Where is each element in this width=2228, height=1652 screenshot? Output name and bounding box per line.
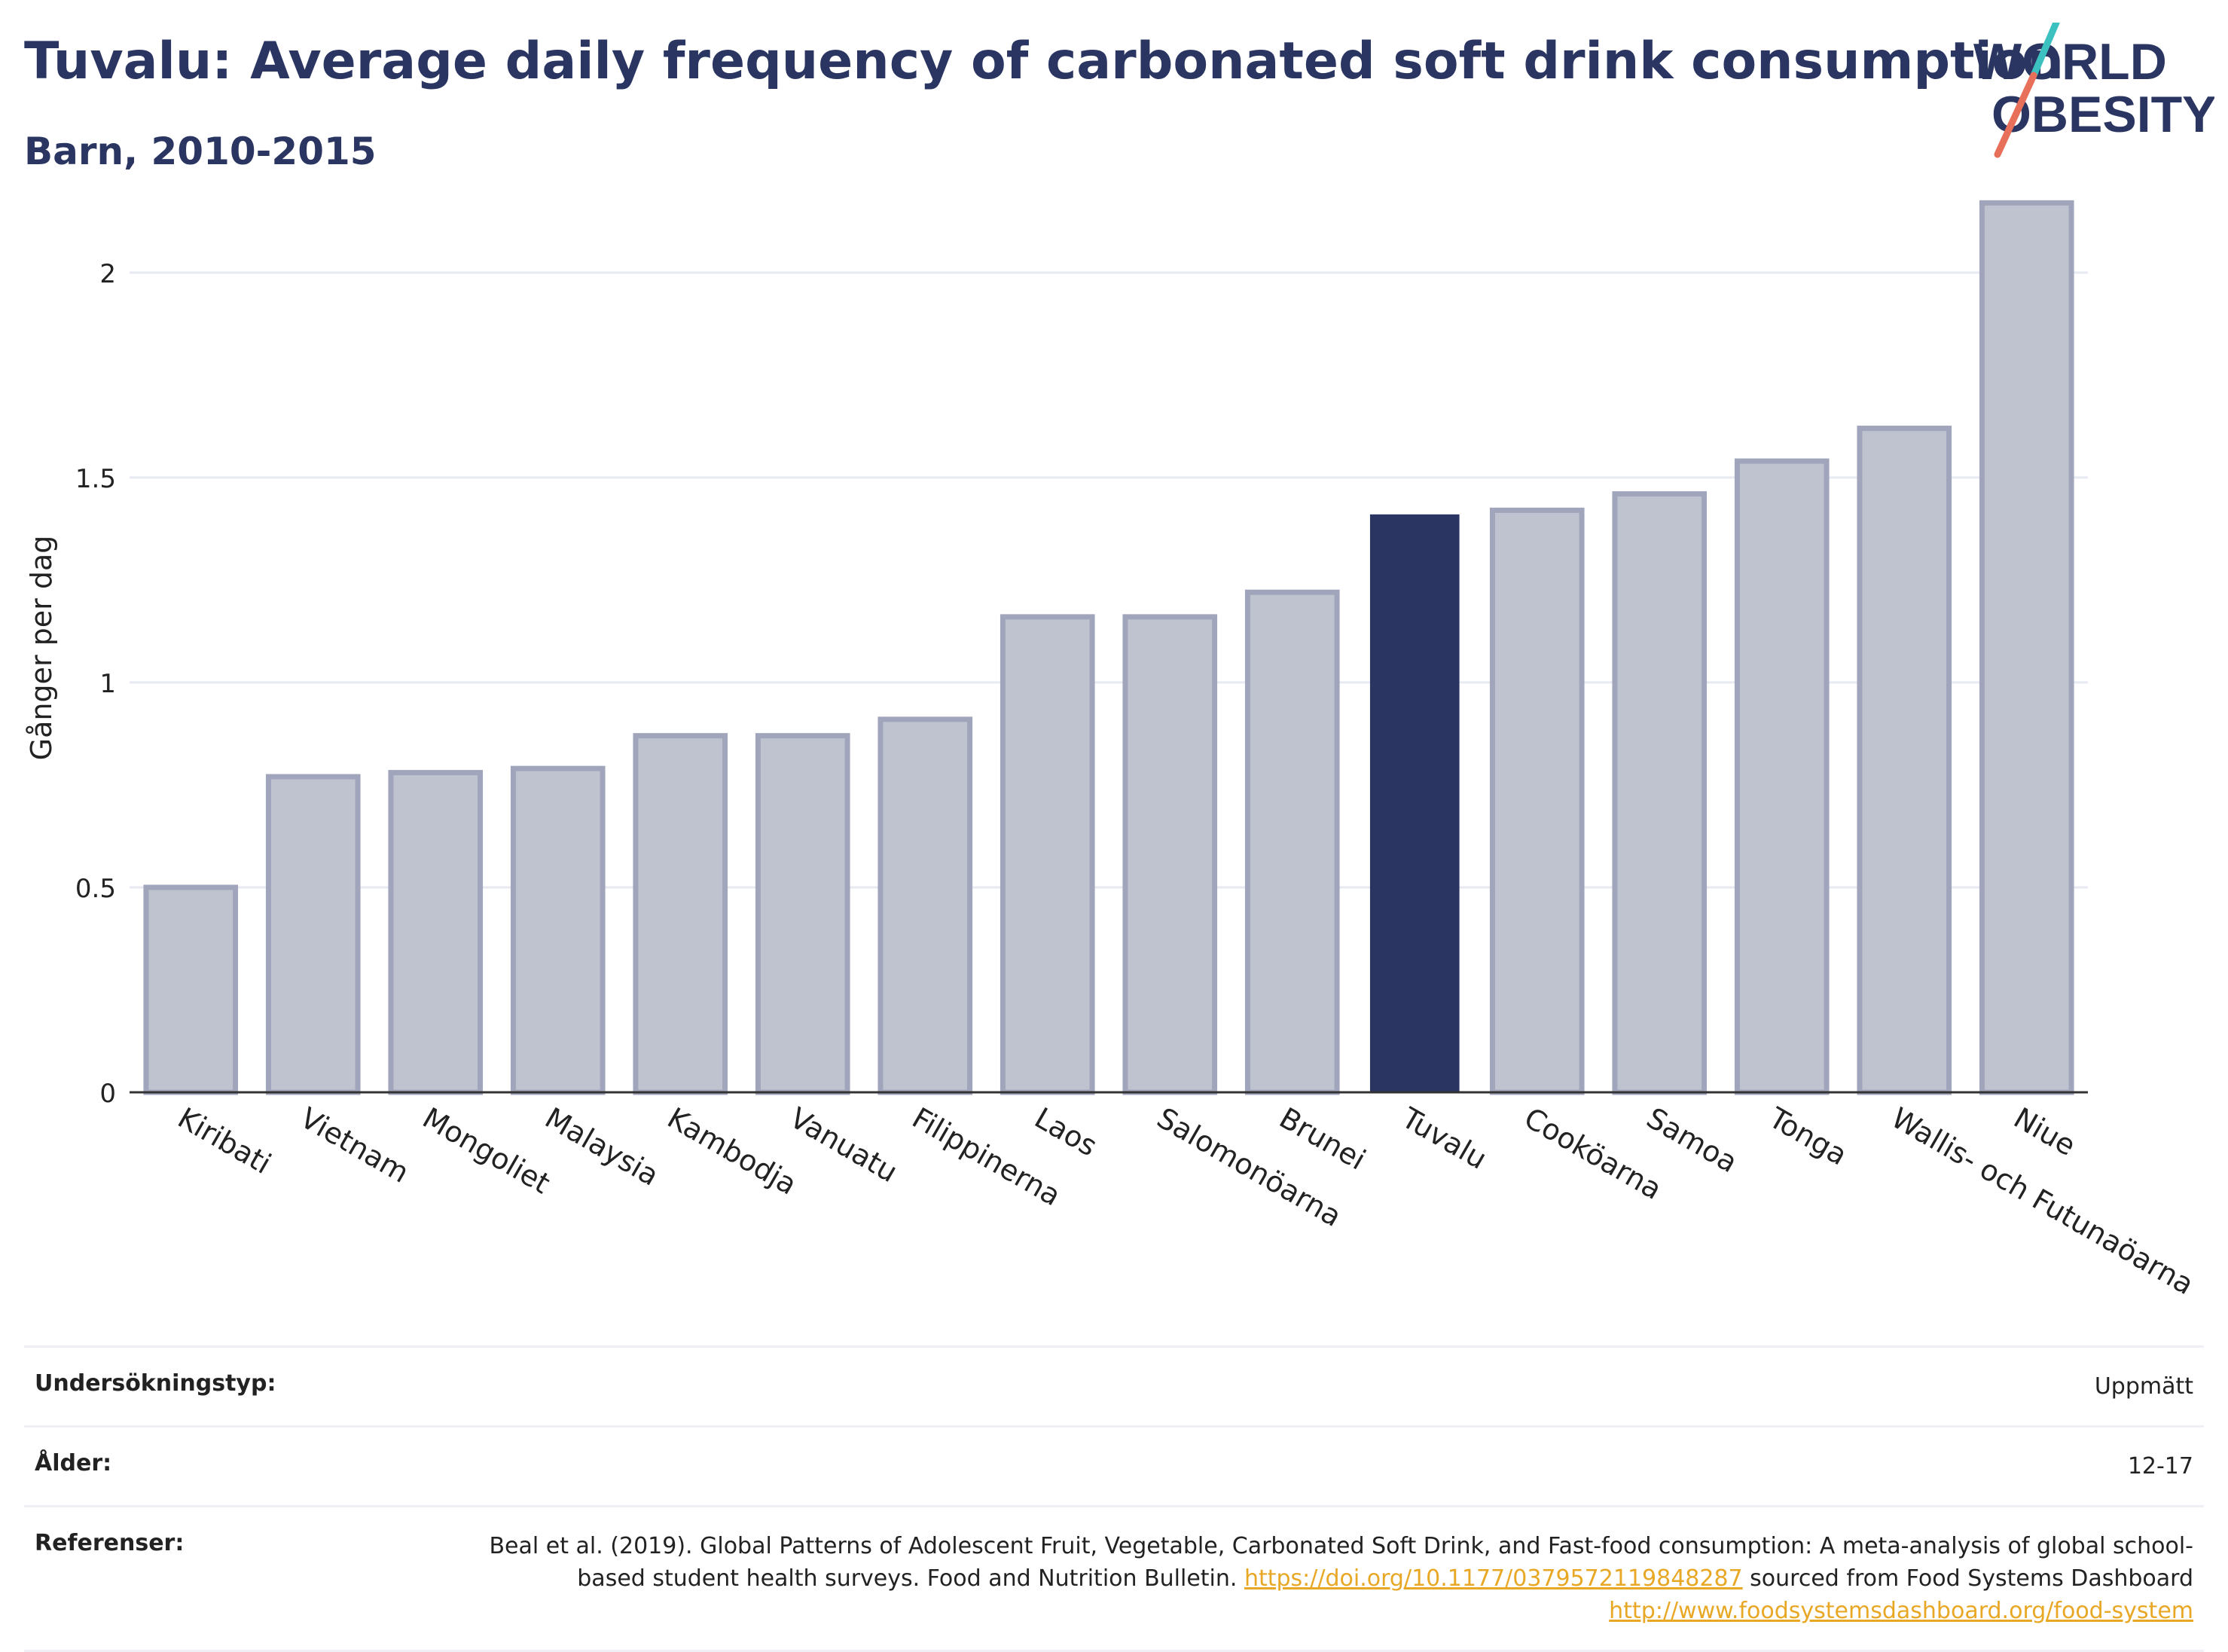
y-tick-label: 1.5 <box>75 464 116 494</box>
info-row-references: Referenser: Beal et al. (2019). Global P… <box>24 1505 2204 1652</box>
bar-tuvalu <box>1369 514 1460 1092</box>
logo-word-world: WORLD <box>1973 33 2167 90</box>
info-table: Undersökningstyp: Uppmätt Ålder: 12-17 R… <box>24 1345 2204 1652</box>
x-tick-labels: Kiribati Vietnam MongolietMalaysiaKambodja… <box>172 1101 2199 1301</box>
bar-wallis-och-futuna-arna <box>1857 426 1952 1095</box>
bar-mongoliet <box>388 770 484 1095</box>
bar-vanuatu <box>755 733 850 1095</box>
chart-title: Tuvalu: Average daily frequency of carbo… <box>24 32 2064 91</box>
y-tick-label: 0.5 <box>75 874 116 904</box>
world-obesity-logo: WORLD OBESITY <box>1973 23 2214 158</box>
info-row-survey-type: Undersökningstyp: Uppmätt <box>24 1345 2204 1425</box>
bar-chart: 0 0.5 1 1.5 2 Kiribati Vietnam MongolietMalays… <box>25 200 2199 1301</box>
bar-vietnam <box>265 774 361 1095</box>
chart-subtitle: Barn, 2010-2015 <box>24 130 377 173</box>
x-tick-label: Brunei <box>1274 1101 1371 1177</box>
bar-niue <box>1979 200 2074 1095</box>
survey-type-label: Undersökningstyp: <box>35 1370 276 1397</box>
survey-type-value: Uppmätt <box>2094 1373 2193 1400</box>
x-tick-label: Tuvalu <box>1396 1101 1492 1176</box>
reference-text-1: Beal et al. (2019). Global Patterns of A… <box>489 1533 2193 1592</box>
x-tick-label: Mongoliet <box>417 1101 556 1201</box>
references-value: Beal et al. (2019). Global Patterns of A… <box>487 1530 2193 1627</box>
x-tick-label: Malaysia <box>539 1101 664 1192</box>
reference-text-2: sourced from Food Systems Dashboard <box>1742 1565 2193 1592</box>
bar-tonga <box>1734 458 1830 1095</box>
references-label: Referenser: <box>35 1530 185 1556</box>
x-tick-label: Tonga <box>1763 1101 1852 1171</box>
bars <box>143 200 2074 1095</box>
bar-kambodja <box>633 733 728 1095</box>
x-tick-label: Cooköarna <box>1518 1101 1667 1206</box>
bar-laos <box>1000 614 1095 1095</box>
bar-kiribati <box>143 884 239 1095</box>
x-tick-label: Vanuatu <box>784 1101 903 1189</box>
bar-samoa <box>1612 491 1708 1095</box>
bar-filippinerna <box>877 716 973 1095</box>
x-tick-label: Samoa <box>1641 1101 1743 1180</box>
y-tick-label: 2 <box>99 259 116 289</box>
y-tick-label: 0 <box>99 1079 116 1109</box>
age-value: 12-17 <box>2127 1453 2193 1479</box>
doi-link[interactable]: https://doi.org/10.1177/0379572119848287 <box>1244 1565 1743 1592</box>
x-tick-label: Laos <box>1029 1101 1103 1163</box>
info-row-age: Ålder: 12-17 <box>24 1425 2204 1505</box>
x-tick-label: Kambodja <box>662 1101 802 1202</box>
logo-slash-teal <box>2030 23 2060 79</box>
age-label: Ålder: <box>35 1450 112 1476</box>
y-tick-label: 1 <box>99 669 116 699</box>
bar-cook-arna <box>1489 507 1585 1095</box>
x-tick-label: Vietnam <box>295 1101 414 1189</box>
logo-word-obesity: OBESITY <box>1991 86 2214 143</box>
bar-brunei <box>1244 589 1340 1095</box>
x-tick-label: Niue <box>2008 1101 2081 1162</box>
logo-slash-coral <box>1994 72 2037 158</box>
bar-salomon-arna <box>1122 614 1218 1095</box>
y-tick-labels: 0 0.5 1 1.5 2 <box>75 259 116 1109</box>
bar-malaysia <box>510 765 606 1095</box>
y-axis-label: Gånger per dag <box>25 536 58 761</box>
x-tick-label: Kiribati <box>172 1101 277 1180</box>
food-systems-dashboard-link[interactable]: http://www.foodsystemsdashboard.org/food… <box>1609 1598 2193 1624</box>
